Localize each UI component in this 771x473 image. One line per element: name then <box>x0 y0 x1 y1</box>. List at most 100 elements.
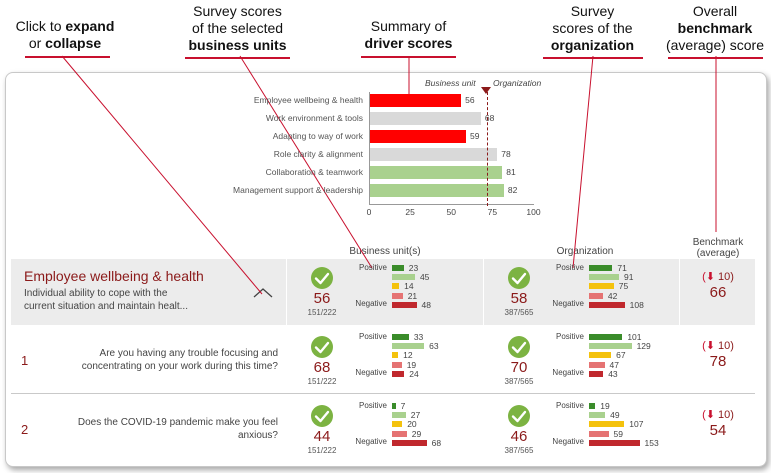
response-bar[interactable] <box>589 301 625 308</box>
driver-value: 82 <box>507 185 518 195</box>
arrow-down-icon: (⬇ <box>702 409 719 421</box>
negative-label: Negative <box>552 299 584 308</box>
driver-label: Adapting to way of work <box>272 131 363 141</box>
benchmark-delta: (⬇ 10) <box>693 408 743 421</box>
response-bar[interactable] <box>392 274 415 281</box>
response-bar[interactable] <box>392 334 409 340</box>
response-bar[interactable] <box>589 370 604 377</box>
response-bar-value: 19 <box>600 401 610 411</box>
score-value: 46 <box>510 428 528 445</box>
driver-axis-vline <box>369 92 370 204</box>
score-value: 68 <box>313 359 331 376</box>
org-marker-line <box>487 92 489 206</box>
response-bar[interactable] <box>589 421 625 428</box>
negative-label: Negative <box>355 368 387 377</box>
response-bar[interactable] <box>392 292 403 299</box>
response-bar[interactable] <box>589 334 623 340</box>
response-bar-value: 67 <box>616 350 626 361</box>
response-bar[interactable] <box>392 403 396 409</box>
response-bar[interactable] <box>392 301 417 308</box>
negative-label: Negative <box>355 437 387 446</box>
response-bar-value: 129 <box>636 341 651 352</box>
driver-label: Employee wellbeing & health <box>253 95 363 105</box>
driver-value: 56 <box>465 95 475 105</box>
response-bar[interactable] <box>392 412 406 419</box>
benchmark-score: 78 <box>709 353 727 370</box>
response-bar[interactable] <box>589 403 596 409</box>
driver-bar[interactable] <box>369 130 467 143</box>
response-bar-value: 59 <box>613 428 623 439</box>
response-bar-value: 49 <box>610 410 620 421</box>
check-circle-icon <box>311 405 333 427</box>
response-bar-value: 14 <box>404 281 414 292</box>
response-bar[interactable] <box>392 343 425 350</box>
column-header-benchmark: Benchmark (average) <box>692 237 744 259</box>
response-bar[interactable] <box>392 283 400 290</box>
response-bar[interactable] <box>589 274 619 281</box>
legend-organization: Organization <box>493 78 542 88</box>
driver-value: 78 <box>501 149 511 159</box>
response-bar-value: 12 <box>403 350 413 361</box>
response-bar[interactable] <box>392 352 399 359</box>
response-bar[interactable] <box>392 439 427 446</box>
response-bar-value: 42 <box>607 290 618 301</box>
score-value: 44 <box>313 428 331 445</box>
response-count: 387/565 <box>504 446 534 455</box>
response-bar-value: 27 <box>410 410 421 421</box>
driver-description: Individual ability to cope with the curr… <box>24 288 188 312</box>
response-bar-value: 23 <box>408 263 419 273</box>
response-bar-value: 75 <box>618 281 629 292</box>
response-bar[interactable] <box>392 265 404 271</box>
driver-value: 59 <box>470 131 480 141</box>
response-bar[interactable] <box>392 370 405 377</box>
axis-tick-label: 0 <box>366 207 372 217</box>
response-bar-value: 24 <box>409 368 419 379</box>
response-bar-value: 20 <box>407 419 417 430</box>
check-circle-icon <box>311 336 333 358</box>
response-bar-value: 91 <box>624 272 634 283</box>
response-bar[interactable] <box>589 292 603 299</box>
positive-label: Positive <box>358 332 387 341</box>
response-bar[interactable] <box>589 430 609 437</box>
org-marker-icon <box>481 87 491 94</box>
driver-bar[interactable] <box>369 184 504 197</box>
response-bar[interactable] <box>392 361 402 368</box>
driver-bar[interactable] <box>369 112 481 125</box>
driver-bar[interactable] <box>369 94 462 107</box>
collapse-chevron-icon[interactable] <box>253 288 273 298</box>
benchmark-delta: (⬇ 10) <box>693 339 743 352</box>
response-bar[interactable] <box>589 361 605 368</box>
response-bar-value: 101 <box>627 332 642 342</box>
check-circle-icon <box>508 267 530 289</box>
axis-tick-label: 75 <box>487 207 498 217</box>
driver-bar[interactable] <box>369 166 503 179</box>
score-value: 58 <box>510 290 528 307</box>
response-bar-value: 45 <box>419 272 430 283</box>
response-bar-value: 107 <box>629 419 644 430</box>
arrow-down-icon: (⬇ <box>702 340 719 352</box>
response-count: 151/222 <box>307 446 337 455</box>
response-bar-value: 63 <box>429 341 439 352</box>
response-bar-value: 108 <box>629 299 644 310</box>
driver-label: Work environment & tools <box>265 113 363 123</box>
response-bar[interactable] <box>589 352 612 359</box>
response-bar[interactable] <box>589 439 640 446</box>
response-count: 151/222 <box>307 308 337 317</box>
axis-tick-label: 25 <box>405 207 415 217</box>
response-bar[interactable] <box>589 283 614 290</box>
response-bar[interactable] <box>392 430 407 437</box>
response-bar[interactable] <box>589 343 632 350</box>
response-bar[interactable] <box>589 265 613 271</box>
summary-row[interactable] <box>11 259 755 325</box>
driver-value: 81 <box>506 167 516 177</box>
arrow-down-icon: (⬇ <box>702 271 719 283</box>
driver-bar[interactable] <box>369 148 498 161</box>
benchmark-delta-value: 10) <box>718 409 734 421</box>
question-number: 1 <box>21 353 29 368</box>
column-header-business: Business unit(s) <box>349 246 421 257</box>
question-text: Are you having any trouble focusing and … <box>81 348 278 372</box>
response-bar-value: 29 <box>411 428 422 439</box>
column-header-organization: Organization <box>556 246 614 257</box>
response-bar[interactable] <box>392 421 403 428</box>
response-bar[interactable] <box>589 412 606 419</box>
